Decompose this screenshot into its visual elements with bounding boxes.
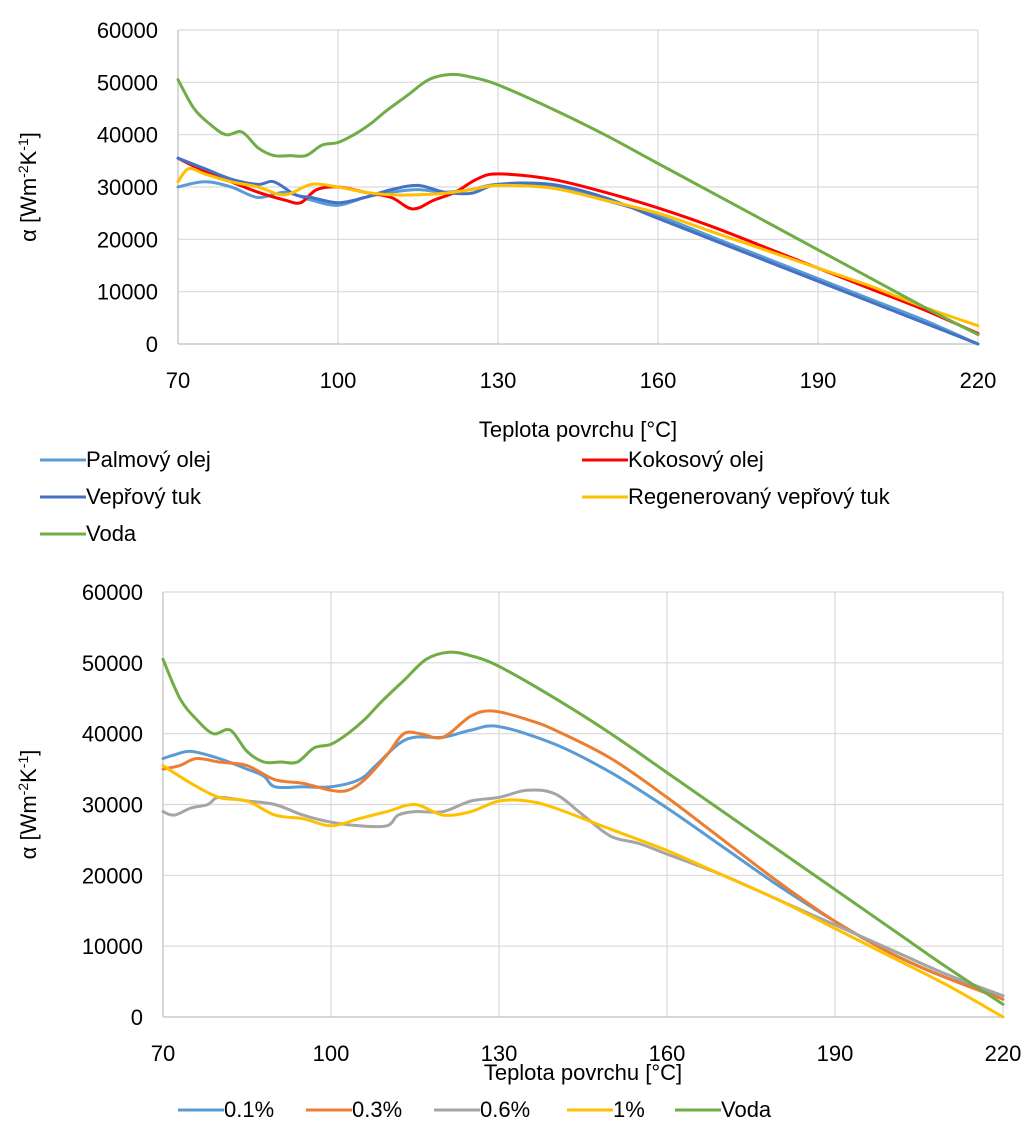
x-tick-label: 100 (320, 368, 357, 393)
legend: 0.1% 0.3% 0.6% 1% Voda (178, 1097, 772, 1122)
series-line-5 (176, 72, 980, 337)
series-line-3 (161, 788, 1005, 998)
series-line-2 (176, 156, 980, 335)
legend-label: Kokosový olej (628, 447, 764, 472)
x-tick-label: 190 (800, 368, 837, 393)
legend: Palmový olej Kokosový olej Vepřový tuk Rege… (40, 447, 891, 546)
series-line-4 (161, 764, 1005, 1019)
y-tick-label: 60000 (97, 18, 158, 43)
y-tick-label: 10000 (97, 280, 158, 305)
series-line-2 (161, 709, 1005, 1001)
x-tick-label: 70 (151, 1041, 175, 1066)
y-tick-label: 0 (131, 1005, 143, 1030)
chart-2: 70 100 130 160 190 220 0 10000 20000 30000 40000 50… (15, 580, 1021, 1122)
legend-label: Voda (721, 1097, 772, 1122)
y-axis-title: α [Wm-2K-1] (15, 132, 41, 242)
legend-label: 0.6% (480, 1097, 530, 1122)
x-tick-label: 160 (640, 368, 677, 393)
legend-label: 1% (613, 1097, 645, 1122)
legend-label: Palmový olej (86, 447, 211, 472)
x-tick-label: 220 (960, 368, 997, 393)
x-axis-title: Teplota povrchu [°C] (479, 417, 677, 442)
y-tick-label: 30000 (82, 793, 143, 818)
x-axis-title: Teplota povrchu [°C] (484, 1060, 682, 1085)
legend-label: Regenerovaný vepřový tuk (628, 484, 891, 509)
series-line-1 (161, 724, 1005, 998)
x-tick-label: 100 (313, 1041, 350, 1066)
series-line-5 (161, 650, 1005, 1006)
chart-1: 70 100 130 160 190 220 0 10000 20000 30000 40000 50… (15, 18, 996, 546)
y-tick-label: 50000 (97, 70, 158, 95)
y-tick-label: 0 (146, 332, 158, 357)
legend-label: 0.3% (352, 1097, 402, 1122)
x-tick-label: 160 (649, 1041, 686, 1066)
x-tick-label: 220 (985, 1041, 1022, 1066)
x-tick-label: 130 (480, 368, 517, 393)
y-tick-label: 60000 (82, 580, 143, 605)
series-line-1 (176, 180, 980, 346)
x-tick-label: 190 (817, 1041, 854, 1066)
x-tick-label: 130 (481, 1041, 518, 1066)
x-tick-label: 70 (166, 368, 190, 393)
y-tick-label: 40000 (82, 722, 143, 747)
legend-label: Vepřový tuk (86, 484, 202, 509)
y-tick-label: 20000 (97, 227, 158, 252)
y-tick-label: 50000 (82, 651, 143, 676)
legend-label: Voda (86, 521, 137, 546)
y-tick-label: 40000 (97, 123, 158, 148)
y-tick-label: 30000 (97, 175, 158, 200)
y-axis-title: α [Wm-2K-1] (15, 750, 41, 860)
y-tick-label: 20000 (82, 863, 143, 888)
legend-label: 0.1% (224, 1097, 274, 1122)
y-tick-label: 10000 (82, 934, 143, 959)
series-line-4 (176, 166, 980, 328)
